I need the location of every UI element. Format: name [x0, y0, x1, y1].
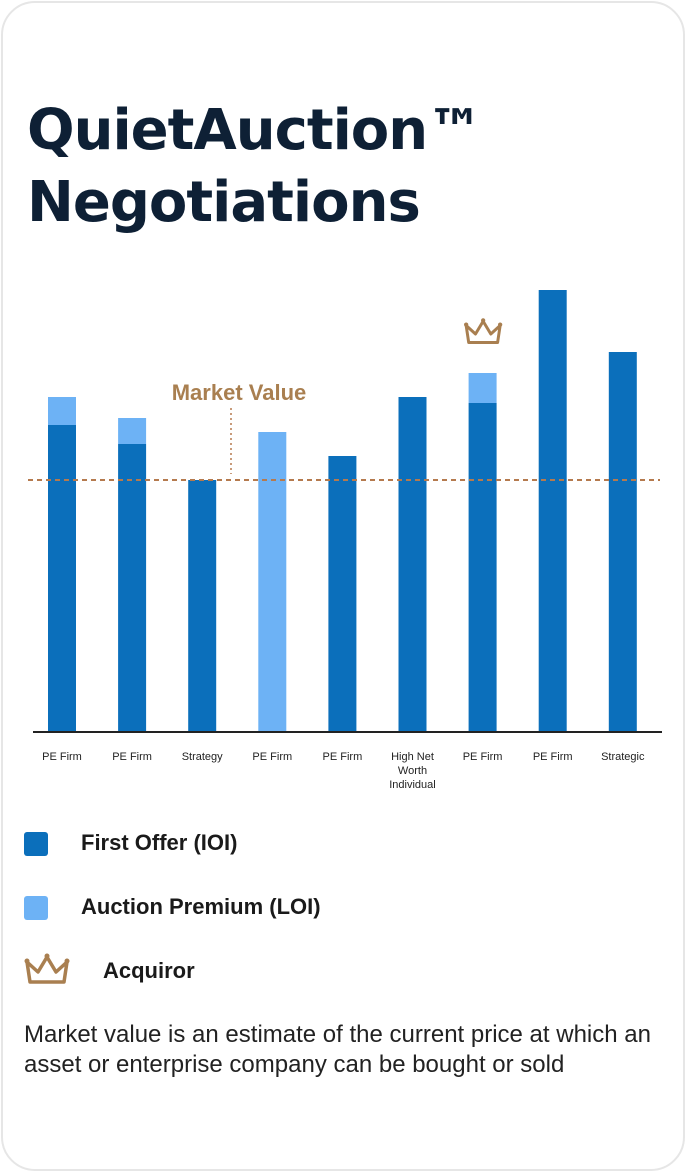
bar-ioi-2	[188, 480, 217, 732]
bar-ioi-0	[48, 425, 76, 732]
legend-label-ioi: First Offer (IOI)	[81, 830, 238, 855]
legend-item-acquiror: Acquiror	[24, 953, 424, 998]
market-value-label: Market Value	[172, 380, 307, 405]
x-tick-label-5: High Net Worth Individual	[389, 751, 435, 791]
x-tick-label-3: PE Firm	[252, 751, 292, 763]
legend-item-loi: Auction Premium (LOI)	[24, 894, 424, 934]
page-title: QuietAuction™ Negotiations	[27, 95, 483, 239]
bar-loi-6	[468, 373, 497, 403]
bar-chart: PE Firm PE Firm Strategy PE Firm PE Firm High…	[28, 290, 662, 791]
bar-ioi-1	[118, 444, 147, 732]
acquiror-crown-icon	[464, 318, 503, 344]
legend-item-ioi: First Offer (IOI)	[24, 830, 424, 870]
bar-loi-0	[48, 397, 76, 425]
footnote: Market value is an estimate of the curre…	[24, 1021, 651, 1078]
title-line-2: Negotiations	[27, 170, 421, 235]
bar-loi-3	[258, 432, 287, 732]
x-tick-label-8: Strategic	[601, 751, 645, 763]
bar-ioi-4	[328, 456, 357, 732]
x-tick-label-2: Strategy	[182, 751, 223, 763]
crown-icon	[24, 953, 70, 984]
bar-ioi-7	[538, 290, 567, 732]
title-line-1: QuietAuction™	[27, 98, 483, 163]
x-tick-label-0: PE Firm	[42, 751, 82, 763]
x-tick-label-1: PE Firm	[112, 751, 152, 763]
x-tick-label-4: PE Firm	[323, 751, 363, 763]
legend-label-loi: Auction Premium (LOI)	[81, 894, 321, 919]
bar-ioi-5	[398, 397, 427, 732]
bar-loi-1	[118, 418, 147, 444]
x-tick-label-7: PE Firm	[533, 751, 573, 763]
legend-label-acquiror: Acquiror	[103, 958, 195, 983]
bar-ioi-8	[608, 352, 637, 732]
bar-ioi-6	[468, 403, 497, 732]
legend-swatch-loi	[24, 896, 48, 920]
x-tick-label-6: PE Firm	[463, 751, 503, 763]
legend-swatch-ioi	[24, 832, 48, 856]
